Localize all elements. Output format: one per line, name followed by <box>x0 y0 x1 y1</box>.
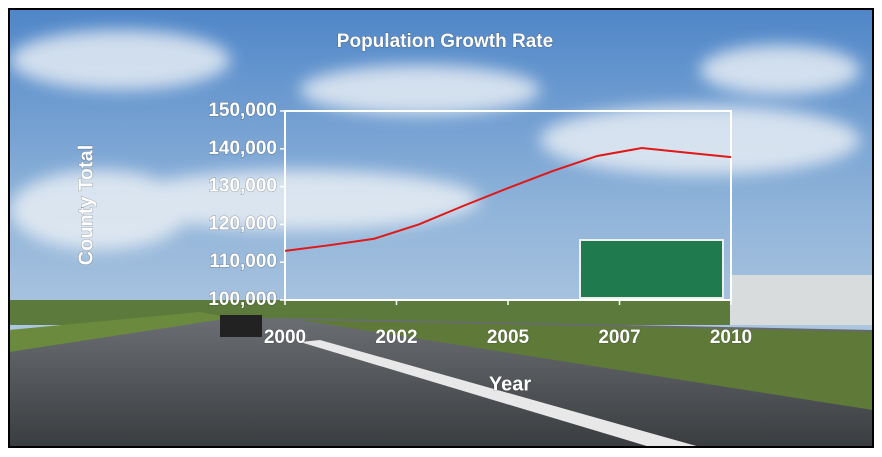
x-tick-label: 2002 <box>375 327 417 348</box>
x-tick-label: 2005 <box>487 327 530 348</box>
series-line <box>284 147 732 252</box>
y-tick-label: 130,000 <box>208 176 277 197</box>
y-tick-label: 140,000 <box>208 138 277 159</box>
photo-background <box>9 9 873 447</box>
y-tick-label: 150,000 <box>208 100 277 121</box>
x-tick-label: 2010 <box>710 327 752 348</box>
chart-title: Population Growth Rate <box>337 31 553 52</box>
x-axis-label: Year <box>489 373 531 395</box>
x-tick-label: 2000 <box>264 327 306 348</box>
y-tick-label: 120,000 <box>208 213 277 234</box>
y-tick-label: 100,000 <box>208 289 277 310</box>
y-tick-label: 110,000 <box>209 251 277 272</box>
x-tick-label: 2007 <box>598 327 640 348</box>
frame <box>8 8 874 448</box>
y-axis-label: County Total <box>75 145 97 266</box>
